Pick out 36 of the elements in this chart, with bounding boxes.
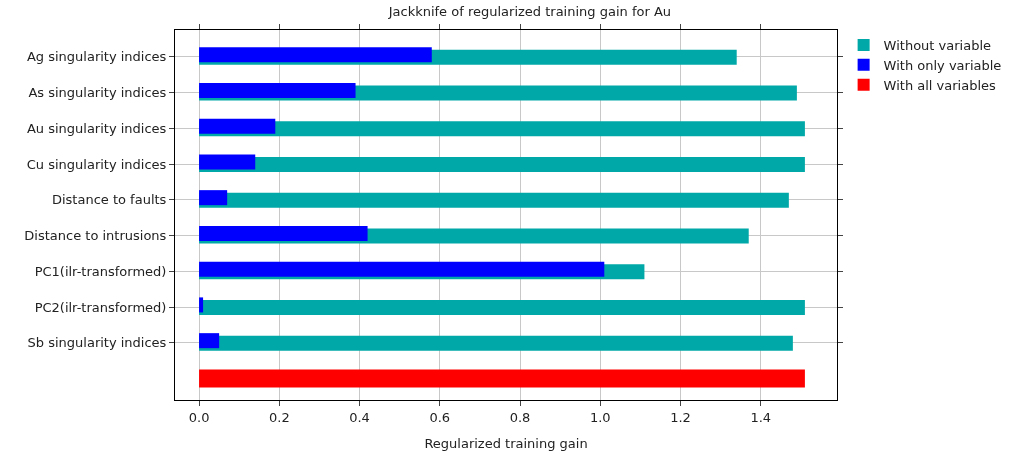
y-tick-label: Sb singularity indices bbox=[27, 335, 167, 351]
bar bbox=[199, 190, 228, 206]
y-tick-label: As singularity indices bbox=[28, 85, 167, 101]
y-tick-label: PC1(ilr-transformed) bbox=[34, 263, 167, 279]
legend-label: With only variable bbox=[883, 57, 1002, 73]
bar bbox=[199, 335, 793, 351]
bar bbox=[199, 192, 789, 208]
legend-label: Without variable bbox=[883, 38, 992, 54]
y-tick-label: Distance to faults bbox=[51, 192, 167, 208]
y-tick-label: PC2(ilr-transformed) bbox=[34, 299, 167, 315]
bar bbox=[199, 47, 432, 63]
legend-label: With all variables bbox=[883, 77, 997, 93]
bar bbox=[199, 369, 805, 388]
x-tick-label: 1.0 bbox=[589, 409, 611, 425]
x-tick-label: 0.4 bbox=[349, 409, 370, 425]
bar bbox=[199, 261, 605, 277]
x-tick-label: 0.2 bbox=[268, 409, 290, 425]
bar bbox=[199, 82, 356, 98]
bar bbox=[199, 225, 368, 241]
x-tick-label: 0.0 bbox=[188, 409, 210, 425]
x-axis-title: Regularized training gain bbox=[424, 436, 588, 452]
y-tick-label: Cu singularity indices bbox=[26, 156, 167, 172]
bar bbox=[199, 333, 220, 349]
x-tick-label: 0.6 bbox=[429, 409, 451, 425]
x-tick-label: 0.8 bbox=[509, 409, 531, 425]
bar bbox=[199, 297, 204, 313]
bar bbox=[199, 118, 276, 134]
y-tick-label: Ag singularity indices bbox=[26, 49, 167, 65]
bar bbox=[199, 154, 256, 170]
y-tick-label: Au singularity indices bbox=[26, 120, 167, 136]
bar bbox=[199, 299, 805, 315]
chart-title: Jackknife of regularized training gain for Au bbox=[387, 4, 672, 20]
x-tick-label: 1.2 bbox=[670, 409, 691, 425]
y-tick-label: Distance to intrusions bbox=[24, 228, 167, 244]
x-tick-label: 1.4 bbox=[750, 409, 772, 425]
bar bbox=[199, 156, 805, 172]
